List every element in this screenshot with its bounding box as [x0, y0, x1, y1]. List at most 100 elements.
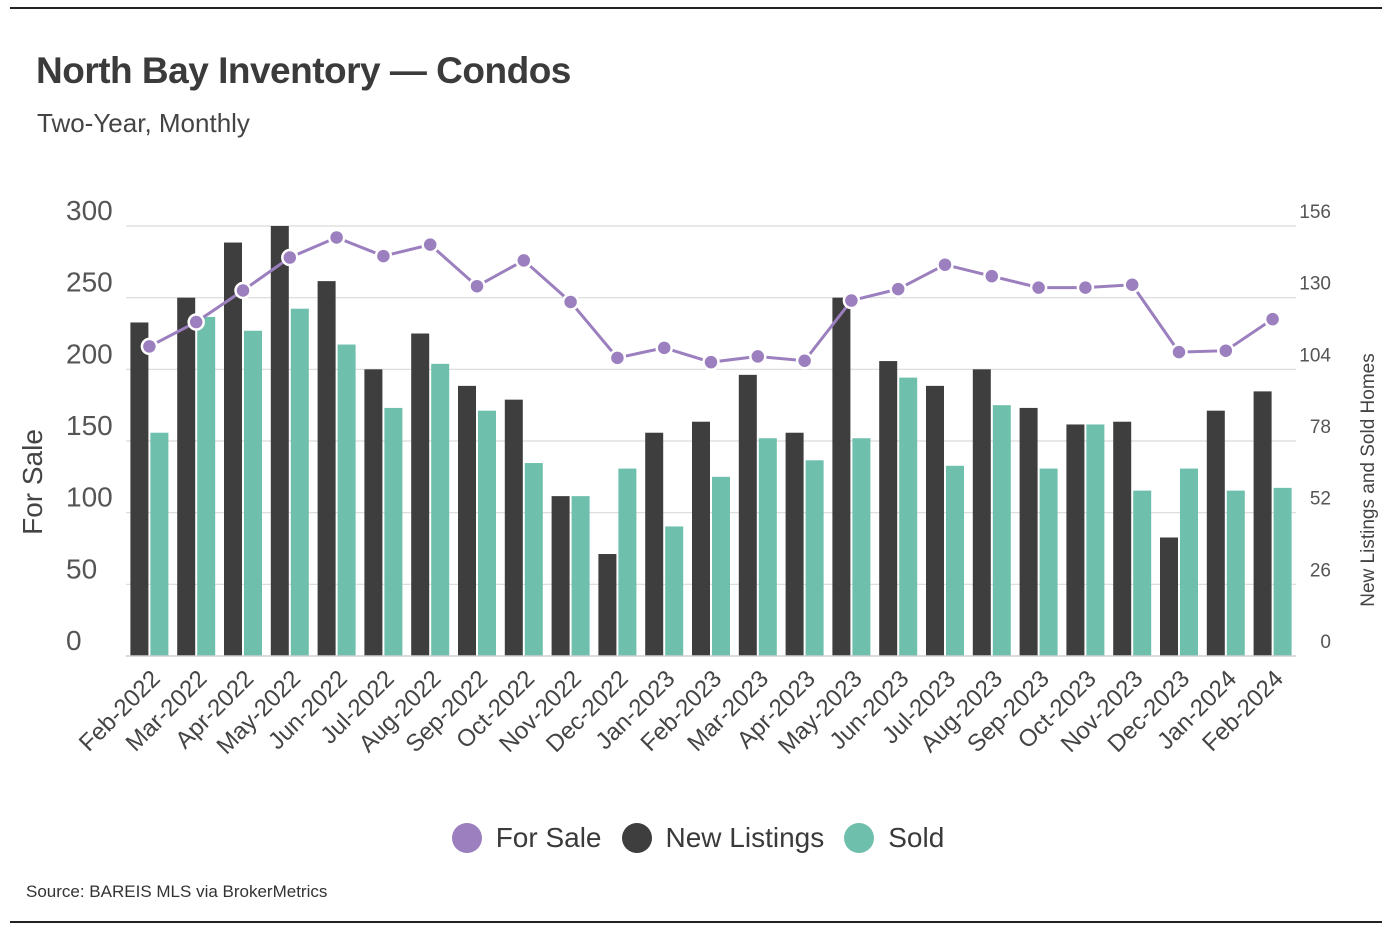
point-for-sale	[702, 353, 720, 371]
bar-new-listings	[598, 554, 617, 656]
y-right-tick-label: 0	[1320, 632, 1331, 653]
point-for-sale	[140, 337, 159, 356]
bar-sold	[805, 460, 824, 656]
point-for-sale	[1029, 278, 1048, 297]
bar-sold	[665, 526, 684, 656]
bar-sold	[337, 344, 356, 656]
bar-sold	[290, 308, 309, 656]
bar-new-listings	[411, 333, 430, 656]
bar-sold	[524, 463, 543, 656]
point-for-sale	[889, 280, 907, 298]
point-for-sale	[515, 251, 533, 270]
bar-sold	[1226, 490, 1245, 656]
bar-new-listings	[645, 432, 664, 656]
bar-new-listings	[832, 297, 851, 656]
bar-sold	[899, 377, 918, 656]
bar-new-listings	[738, 374, 757, 656]
point-for-sale	[608, 349, 627, 367]
source-note: Source: BAREIS MLS via BrokerMetrics	[26, 882, 328, 901]
bar-new-listings	[364, 369, 383, 656]
top-rule	[10, 7, 1382, 9]
bar-sold	[618, 468, 637, 656]
point-for-sale	[1263, 310, 1282, 328]
point-for-sale	[936, 255, 954, 274]
bar-new-listings	[551, 496, 570, 656]
bar-new-listings	[1066, 424, 1085, 656]
point-for-sale	[1123, 276, 1141, 294]
bar-sold	[197, 316, 216, 656]
bar-sold	[712, 476, 730, 656]
legend-swatch-sold	[844, 823, 875, 853]
bar-new-listings	[1019, 407, 1038, 656]
bar-new-listings	[458, 385, 476, 656]
point-for-sale	[374, 247, 393, 265]
bar-new-listings	[785, 432, 804, 656]
bar-sold	[244, 330, 262, 656]
bar-sold	[758, 438, 777, 656]
legend-swatch-new-listings	[621, 823, 652, 853]
point-for-sale	[187, 313, 205, 331]
bar-sold	[946, 465, 964, 656]
bar-sold	[1180, 468, 1198, 656]
bar-new-listings	[177, 297, 196, 656]
y-left-tick-label: 200	[66, 338, 113, 369]
y-right-tick-label: 52	[1310, 489, 1331, 510]
bar-new-listings	[692, 421, 710, 656]
bar-new-listings	[879, 361, 898, 656]
bar-new-listings	[130, 322, 149, 656]
bar-new-listings	[1253, 391, 1272, 656]
bar-sold	[150, 432, 169, 656]
legend-item-for-sale: For Sale	[451, 822, 602, 854]
chart-title: North Bay Inventory — Condos	[36, 50, 571, 91]
bar-sold	[1039, 468, 1058, 656]
bar-sold	[992, 405, 1011, 656]
y-right-tick-label: 104	[1299, 345, 1331, 366]
y-left-tick-label: 300	[66, 195, 113, 226]
bar-new-listings	[926, 385, 944, 656]
y-left-tick-label: 50	[66, 553, 97, 584]
point-for-sale	[421, 235, 439, 254]
bar-new-listings	[317, 281, 336, 656]
y-right-tick-label: 156	[1299, 202, 1331, 223]
bottom-rule	[10, 921, 1382, 923]
y-left-tick-label: 150	[66, 410, 113, 441]
point-for-sale	[1170, 343, 1188, 361]
point-for-sale	[327, 228, 346, 247]
y-right-tick-label: 130	[1299, 274, 1331, 295]
bar-sold	[852, 438, 871, 656]
y-left-tick-label: 250	[66, 267, 113, 298]
point-for-sale	[468, 277, 486, 295]
legend-label-for-sale: For Sale	[495, 822, 602, 853]
bar-new-listings	[972, 369, 991, 656]
point-for-sale	[234, 281, 252, 300]
point-for-sale	[655, 339, 673, 357]
legend-label-sold: Sold	[888, 822, 945, 853]
y-left-axis-title: For Sale	[17, 429, 48, 535]
legend: For Sale New Listings Sold	[0, 822, 1396, 854]
point-for-sale	[983, 267, 1001, 285]
bar-new-listings	[224, 242, 242, 657]
y-left-tick-label: 0	[66, 625, 82, 656]
bar-sold	[431, 363, 450, 656]
bar-new-listings	[1113, 421, 1132, 656]
point-for-sale	[1076, 278, 1095, 297]
point-for-sale	[561, 293, 580, 311]
point-for-sale	[749, 347, 767, 366]
bar-sold	[1086, 424, 1105, 656]
legend-item-new-listings: New Listings	[621, 822, 825, 854]
y-left-tick-label: 100	[66, 482, 113, 513]
point-for-sale	[281, 248, 299, 267]
y-right-tick-label: 26	[1310, 560, 1331, 581]
legend-item-sold: Sold	[844, 822, 944, 854]
point-for-sale	[795, 351, 814, 370]
bar-sold	[478, 410, 496, 656]
legend-label-new-listings: New Listings	[665, 822, 825, 853]
bar-sold	[571, 496, 590, 656]
bar-sold	[1133, 490, 1152, 656]
point-for-sale	[842, 291, 861, 310]
bar-sold	[1273, 487, 1292, 656]
bar-new-listings	[1160, 537, 1178, 656]
chart-plot: 0501001502002503000265278104130156Feb-20…	[17, 195, 1379, 760]
legend-swatch-for-sale	[451, 823, 482, 853]
bar-new-listings	[1206, 410, 1225, 656]
